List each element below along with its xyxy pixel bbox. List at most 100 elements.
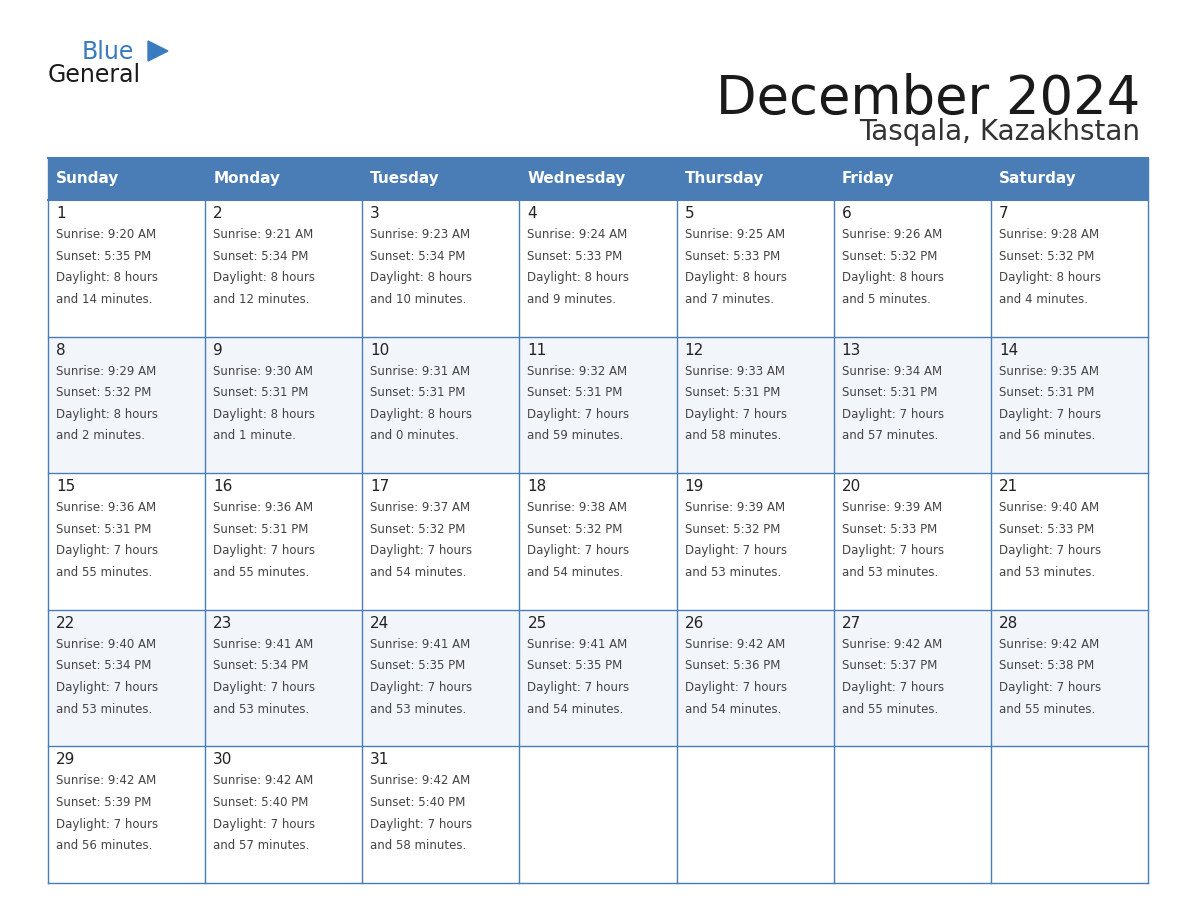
Text: and 12 minutes.: and 12 minutes.: [213, 293, 310, 306]
Text: Sunset: 5:39 PM: Sunset: 5:39 PM: [56, 796, 151, 809]
Text: Sunrise: 9:42 AM: Sunrise: 9:42 AM: [371, 775, 470, 788]
Text: 15: 15: [56, 479, 75, 494]
Text: 12: 12: [684, 342, 703, 358]
Bar: [677, 610, 834, 746]
Bar: [206, 473, 362, 610]
Bar: [519, 746, 677, 883]
Text: Wednesday: Wednesday: [527, 172, 626, 186]
Text: Daylight: 7 hours: Daylight: 7 hours: [684, 544, 786, 557]
Text: 20: 20: [842, 479, 861, 494]
Bar: [834, 610, 991, 746]
Text: 9: 9: [213, 342, 223, 358]
Text: Daylight: 7 hours: Daylight: 7 hours: [999, 408, 1101, 420]
Text: General: General: [48, 63, 141, 87]
Bar: [48, 337, 206, 473]
Text: Sunrise: 9:40 AM: Sunrise: 9:40 AM: [56, 638, 156, 651]
Text: Daylight: 7 hours: Daylight: 7 hours: [842, 681, 943, 694]
Bar: [206, 746, 362, 883]
Text: 30: 30: [213, 753, 233, 767]
Bar: [362, 337, 519, 473]
Text: 16: 16: [213, 479, 233, 494]
Text: and 53 minutes.: and 53 minutes.: [213, 702, 309, 715]
Text: 22: 22: [56, 616, 75, 631]
Text: 19: 19: [684, 479, 704, 494]
Text: Daylight: 7 hours: Daylight: 7 hours: [213, 544, 315, 557]
Text: and 54 minutes.: and 54 minutes.: [371, 566, 467, 579]
Text: Daylight: 7 hours: Daylight: 7 hours: [842, 408, 943, 420]
Text: Monday: Monday: [213, 172, 280, 186]
Bar: [991, 473, 1148, 610]
Text: Sunrise: 9:38 AM: Sunrise: 9:38 AM: [527, 501, 627, 514]
Text: and 54 minutes.: and 54 minutes.: [684, 702, 781, 715]
Text: Sunrise: 9:37 AM: Sunrise: 9:37 AM: [371, 501, 470, 514]
Bar: [677, 473, 834, 610]
Text: Sunrise: 9:36 AM: Sunrise: 9:36 AM: [213, 501, 314, 514]
Text: 13: 13: [842, 342, 861, 358]
Text: Sunrise: 9:42 AM: Sunrise: 9:42 AM: [684, 638, 785, 651]
Text: 1: 1: [56, 206, 65, 221]
Text: Daylight: 7 hours: Daylight: 7 hours: [56, 681, 158, 694]
Text: Sunrise: 9:29 AM: Sunrise: 9:29 AM: [56, 364, 157, 377]
Text: Daylight: 7 hours: Daylight: 7 hours: [56, 818, 158, 831]
Text: and 1 minute.: and 1 minute.: [213, 430, 296, 442]
Text: and 55 minutes.: and 55 minutes.: [999, 702, 1095, 715]
Bar: [991, 746, 1148, 883]
Text: Sunset: 5:31 PM: Sunset: 5:31 PM: [213, 522, 309, 536]
Text: Daylight: 7 hours: Daylight: 7 hours: [842, 544, 943, 557]
Text: Sunrise: 9:42 AM: Sunrise: 9:42 AM: [213, 775, 314, 788]
Text: Daylight: 7 hours: Daylight: 7 hours: [999, 681, 1101, 694]
Text: Sunset: 5:38 PM: Sunset: 5:38 PM: [999, 659, 1094, 672]
Text: Daylight: 7 hours: Daylight: 7 hours: [213, 818, 315, 831]
Text: Sunset: 5:33 PM: Sunset: 5:33 PM: [999, 522, 1094, 536]
Text: and 7 minutes.: and 7 minutes.: [684, 293, 773, 306]
Text: Sunset: 5:40 PM: Sunset: 5:40 PM: [371, 796, 466, 809]
Text: and 57 minutes.: and 57 minutes.: [842, 430, 939, 442]
Text: and 54 minutes.: and 54 minutes.: [527, 702, 624, 715]
Text: and 56 minutes.: and 56 minutes.: [56, 839, 152, 852]
Text: Sunset: 5:32 PM: Sunset: 5:32 PM: [56, 386, 151, 399]
Text: Friday: Friday: [842, 172, 895, 186]
Text: Daylight: 8 hours: Daylight: 8 hours: [527, 271, 630, 285]
Text: Sunset: 5:34 PM: Sunset: 5:34 PM: [213, 250, 309, 263]
Text: December 2024: December 2024: [715, 73, 1140, 125]
Text: Sunset: 5:32 PM: Sunset: 5:32 PM: [371, 522, 466, 536]
Bar: [362, 746, 519, 883]
Text: Sunset: 5:31 PM: Sunset: 5:31 PM: [371, 386, 466, 399]
Bar: [362, 473, 519, 610]
Text: and 55 minutes.: and 55 minutes.: [842, 702, 939, 715]
Text: Sunset: 5:31 PM: Sunset: 5:31 PM: [56, 522, 151, 536]
Bar: [48, 746, 206, 883]
Bar: [991, 200, 1148, 337]
Text: Sunset: 5:37 PM: Sunset: 5:37 PM: [842, 659, 937, 672]
Text: 11: 11: [527, 342, 546, 358]
Text: Sunday: Sunday: [56, 172, 119, 186]
Text: Sunset: 5:33 PM: Sunset: 5:33 PM: [527, 250, 623, 263]
Text: Sunrise: 9:36 AM: Sunrise: 9:36 AM: [56, 501, 156, 514]
Text: 7: 7: [999, 206, 1009, 221]
Text: Daylight: 8 hours: Daylight: 8 hours: [371, 408, 473, 420]
Text: Daylight: 8 hours: Daylight: 8 hours: [56, 408, 158, 420]
Text: and 55 minutes.: and 55 minutes.: [213, 566, 309, 579]
Text: Sunrise: 9:23 AM: Sunrise: 9:23 AM: [371, 228, 470, 241]
Text: Sunset: 5:35 PM: Sunset: 5:35 PM: [56, 250, 151, 263]
Bar: [677, 746, 834, 883]
Text: Sunset: 5:31 PM: Sunset: 5:31 PM: [527, 386, 623, 399]
Text: Daylight: 7 hours: Daylight: 7 hours: [371, 681, 473, 694]
Text: 26: 26: [684, 616, 704, 631]
Bar: [362, 610, 519, 746]
Text: Sunrise: 9:40 AM: Sunrise: 9:40 AM: [999, 501, 1099, 514]
Text: and 58 minutes.: and 58 minutes.: [684, 430, 781, 442]
Text: 14: 14: [999, 342, 1018, 358]
Bar: [991, 610, 1148, 746]
Text: 23: 23: [213, 616, 233, 631]
Text: Sunset: 5:36 PM: Sunset: 5:36 PM: [684, 659, 781, 672]
Text: Sunset: 5:31 PM: Sunset: 5:31 PM: [999, 386, 1094, 399]
Text: and 10 minutes.: and 10 minutes.: [371, 293, 467, 306]
Bar: [206, 610, 362, 746]
Bar: [991, 337, 1148, 473]
Bar: [206, 337, 362, 473]
Text: 18: 18: [527, 479, 546, 494]
Text: and 53 minutes.: and 53 minutes.: [371, 702, 467, 715]
Text: and 5 minutes.: and 5 minutes.: [842, 293, 930, 306]
Text: Sunrise: 9:42 AM: Sunrise: 9:42 AM: [842, 638, 942, 651]
